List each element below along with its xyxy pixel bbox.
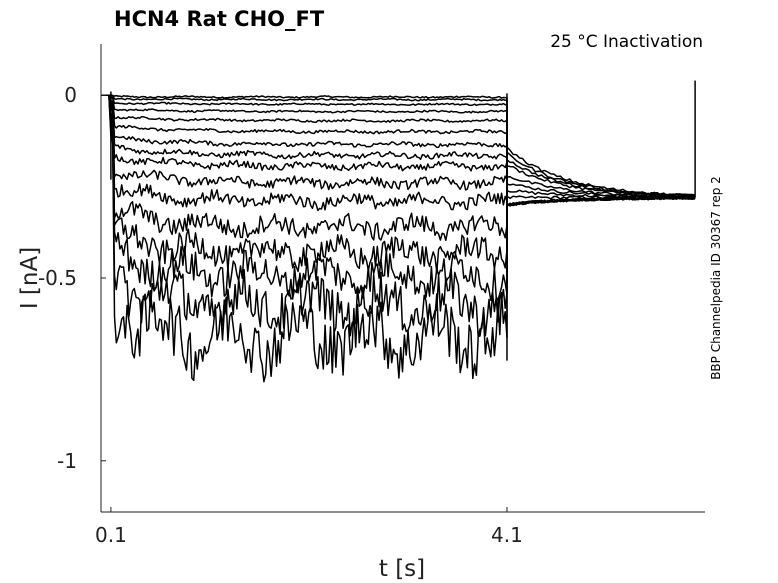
channelpedia-id-label: BBP Channelpedia ID 30367 rep 2 [709, 176, 723, 380]
current-trace [101, 94, 696, 198]
current-trace [101, 94, 696, 200]
x-ticks: 0.1 4.1 [95, 507, 523, 547]
y-tick-label: -0.5 [38, 266, 77, 290]
current-traces [101, 80, 696, 383]
current-trace [101, 94, 696, 383]
y-axis-label: I [nA] [17, 247, 43, 309]
current-trace [101, 94, 696, 198]
current-trace [101, 94, 696, 197]
chart-title: HCN4 Rat CHO_FT [114, 7, 325, 31]
condition-annotation: 25 °C Inactivation [550, 32, 703, 52]
current-trace [101, 94, 696, 200]
x-axis-label: t [s] [379, 556, 425, 582]
y-tick-label: -1 [57, 449, 77, 473]
y-tick-label: 0 [64, 83, 77, 107]
current-trace [101, 94, 696, 199]
current-trace [101, 94, 696, 199]
x-tick-label: 0.1 [95, 523, 127, 547]
current-trace [101, 94, 696, 198]
x-tick-label: 4.1 [491, 523, 523, 547]
current-trace [101, 94, 696, 339]
y-ticks: 0 -0.5 -1 [38, 83, 106, 473]
